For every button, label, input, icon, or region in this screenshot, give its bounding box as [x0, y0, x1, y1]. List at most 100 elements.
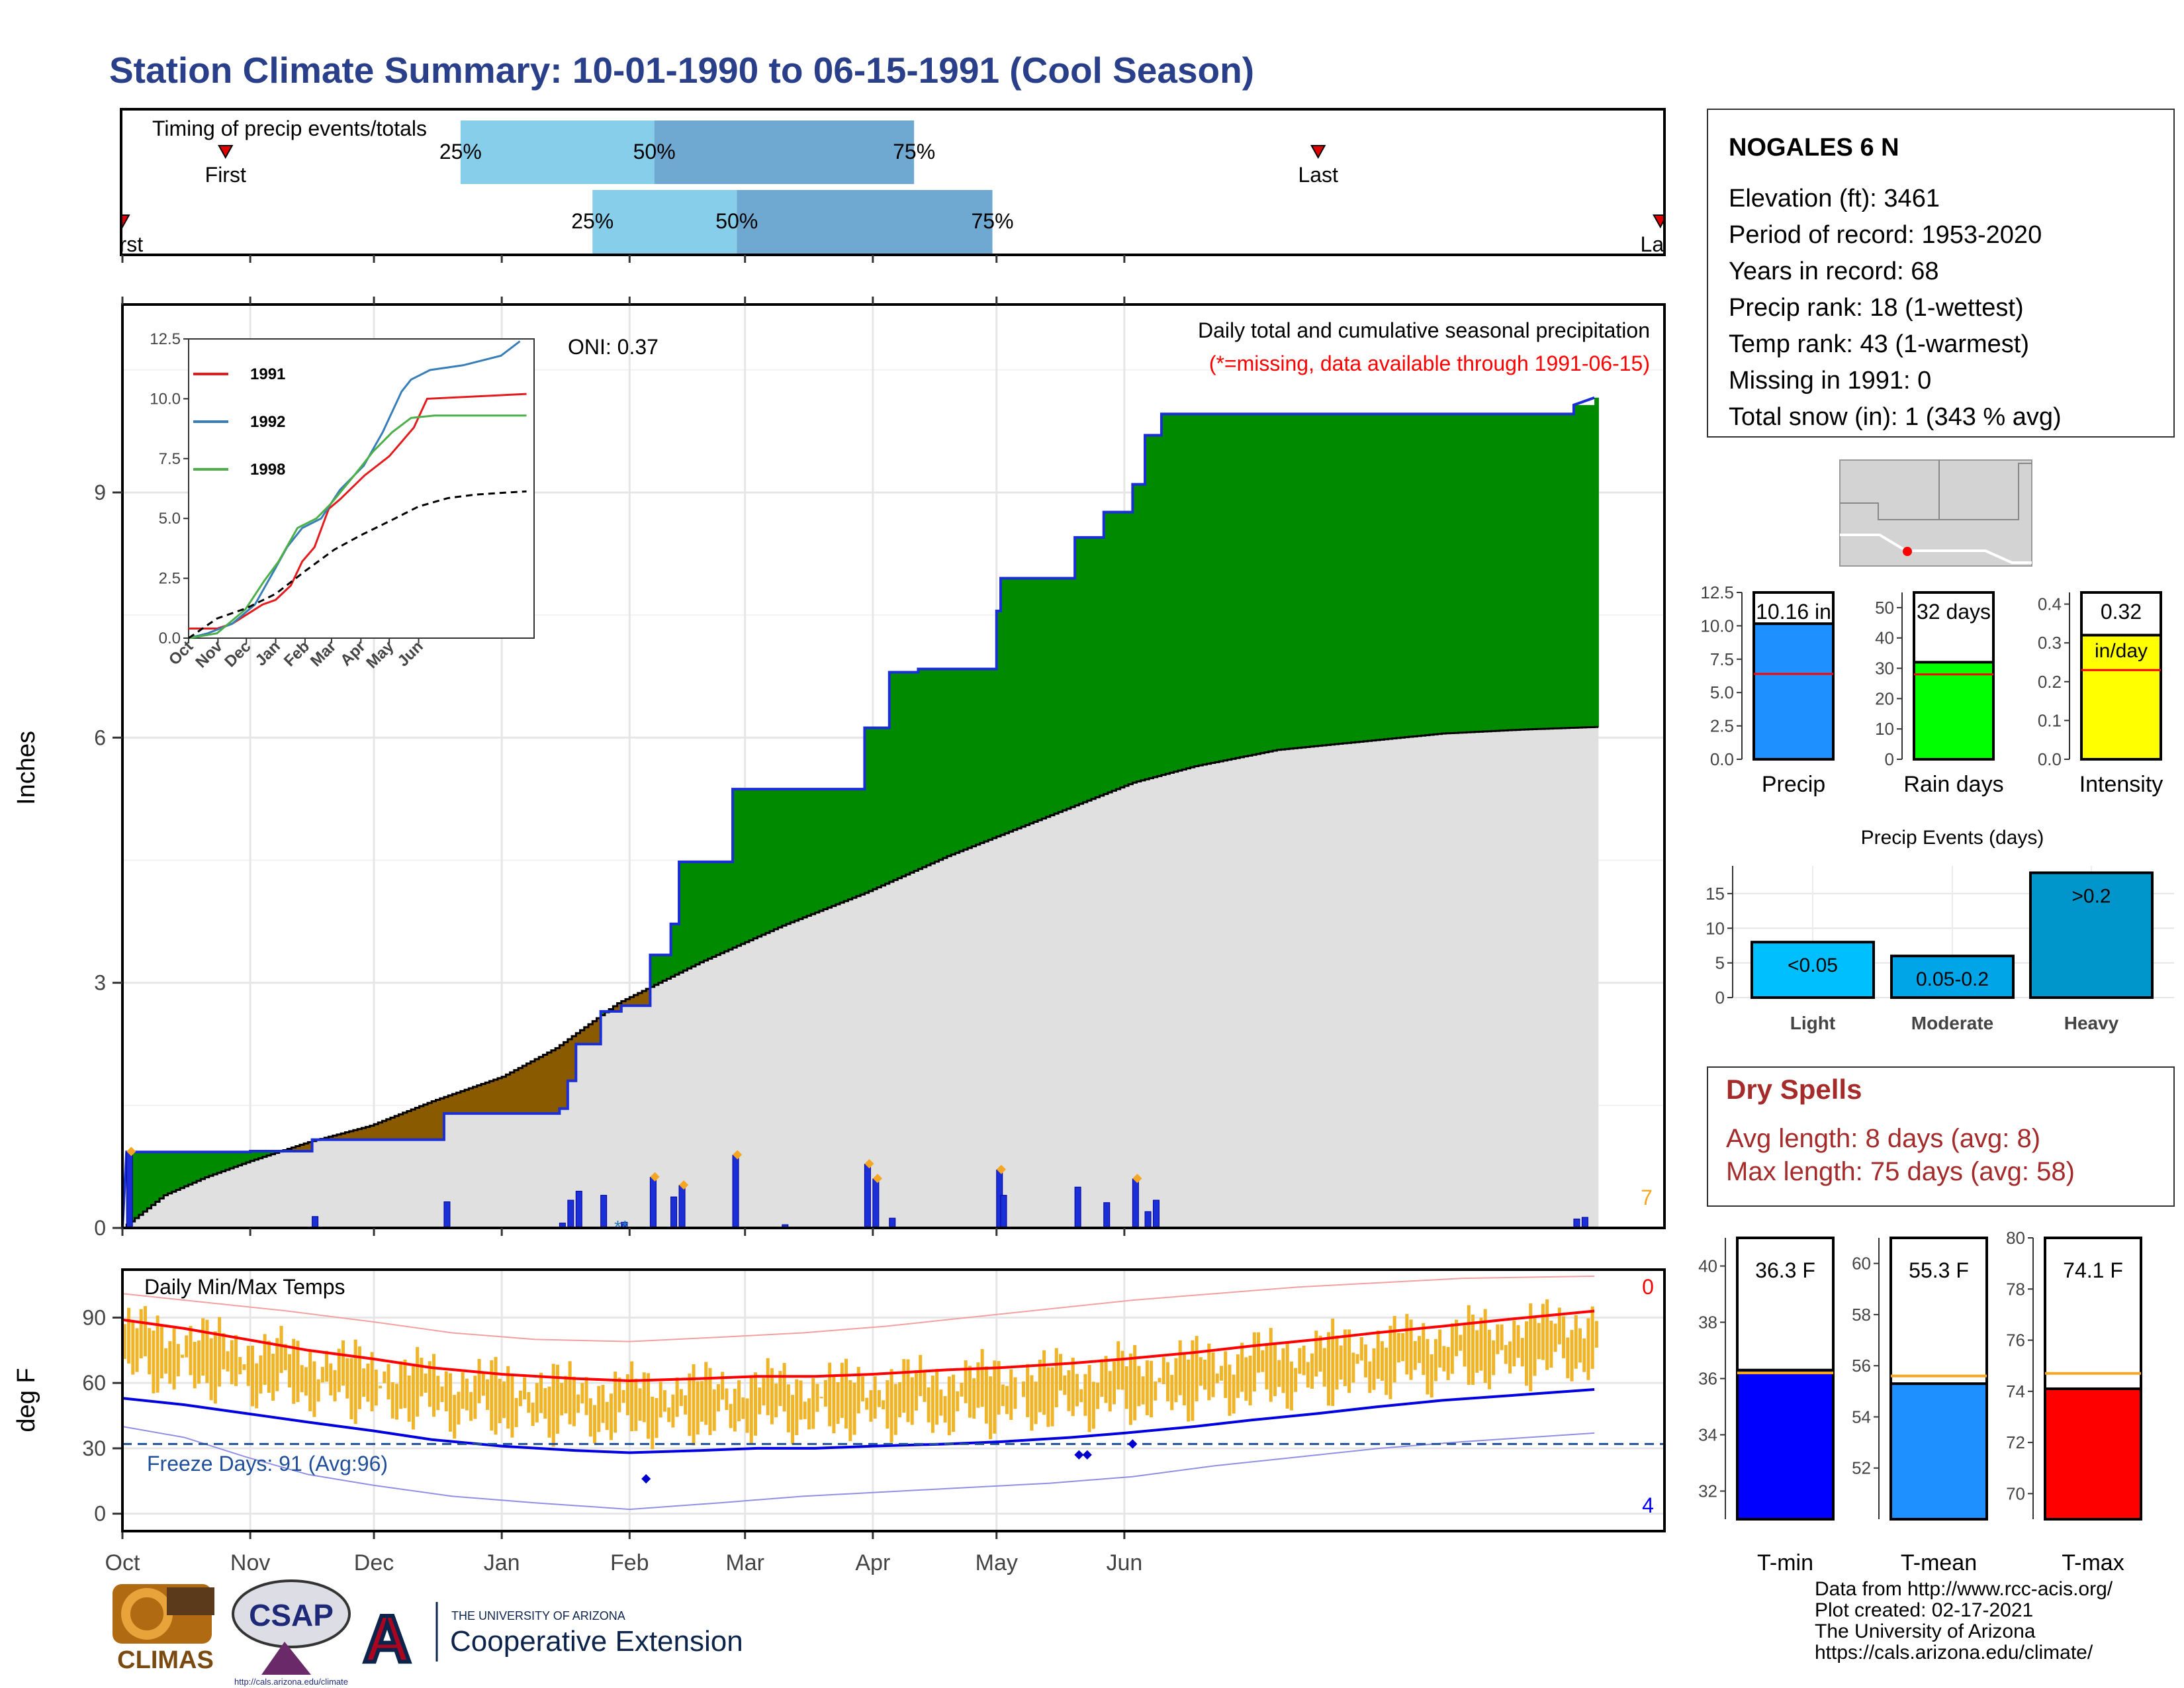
csap-url: http://cals.arizona.edu/climate: [234, 1677, 348, 1687]
surplus-area-segment: [1132, 484, 1138, 783]
surplus-area-segment: [1326, 414, 1331, 745]
daily-temp-bar: [1182, 1352, 1186, 1405]
daily-temp-bar: [1030, 1375, 1034, 1431]
deficit-area-segment: [489, 1081, 494, 1114]
surplus-area-segment: [790, 789, 796, 923]
daily-temp-bar: [1590, 1306, 1594, 1369]
surplus-area-segment: [1528, 414, 1533, 729]
daily-temp-bar: [531, 1402, 535, 1427]
surplus-area-segment: [901, 672, 907, 876]
events-bar-text-0: <0.05: [1788, 955, 1838, 976]
surplus-area-segment: [893, 672, 898, 880]
surplus-area-segment: [1343, 414, 1347, 743]
deficit-area-segment: [563, 1042, 569, 1109]
surplus-area-segment: [811, 789, 816, 914]
surplus-area-segment: [229, 1152, 234, 1168]
daily-temp-bar: [1087, 1364, 1091, 1432]
surplus-area-segment: [700, 861, 705, 962]
daily-temp-bar: [481, 1372, 485, 1396]
daily-temp-bar: [605, 1401, 609, 1430]
surplus-area-segment: [1400, 414, 1406, 738]
surplus-area-segment: [1070, 578, 1075, 808]
daily-temp-bar: [1178, 1340, 1182, 1395]
deficit-area-segment: [369, 1125, 375, 1140]
timing-last-label-1: Last: [1641, 232, 1681, 256]
summary-ytick-label-1-5: 50: [1875, 598, 1894, 618]
daily-temp-bar: [271, 1353, 275, 1401]
daily-temp-bar: [1294, 1368, 1298, 1392]
surplus-area-segment: [1029, 578, 1034, 823]
surplus-area-segment: [1586, 404, 1591, 727]
daily-temp-bar: [453, 1395, 457, 1439]
daily-temp-bar: [379, 1385, 383, 1389]
surplus-area-segment: [1495, 414, 1500, 731]
daily-temp-bar: [444, 1371, 448, 1412]
daily-temp-bar: [539, 1372, 543, 1413]
daily-temp-bar: [679, 1389, 683, 1407]
daily-precip-bar-13: [864, 1164, 871, 1229]
daily-temp-bar: [564, 1376, 568, 1414]
surplus-area-segment: [1021, 578, 1026, 827]
daily-temp-bar: [993, 1360, 997, 1434]
deficit-area-segment: [526, 1063, 531, 1114]
daily-temp-bar: [704, 1362, 708, 1425]
credit-line-3: The University of Arizona: [1815, 1620, 2036, 1642]
surplus-area-segment: [250, 1150, 255, 1161]
surplus-area-segment: [1025, 578, 1030, 825]
surplus-area-segment: [1458, 414, 1463, 733]
daily-temp-bar: [729, 1403, 733, 1429]
daily-temp-bar: [1001, 1384, 1005, 1407]
daily-temp-bar: [1364, 1344, 1368, 1378]
surplus-area-segment: [1471, 414, 1476, 732]
surplus-area-segment: [674, 923, 680, 975]
surplus-area-segment: [741, 789, 746, 945]
surplus-area-segment: [1297, 414, 1302, 748]
temp-bar-value-2: 74.1 F: [2063, 1258, 2123, 1282]
daily-temp-bar: [1355, 1354, 1359, 1364]
surplus-area-segment: [1536, 414, 1541, 729]
daily-temp-bar: [671, 1394, 675, 1428]
daily-temp-bar: [403, 1359, 407, 1409]
daily-temp-bar: [234, 1335, 238, 1386]
surplus-area-segment: [1338, 414, 1343, 744]
surplus-area-segment: [1285, 414, 1290, 749]
daily-temp-bar: [1219, 1366, 1223, 1381]
locator-map: [1839, 459, 2032, 567]
daily-temp-bar: [753, 1372, 758, 1436]
daily-temp-bar: [811, 1378, 815, 1429]
surplus-area-segment: [1479, 414, 1484, 732]
daily-temp-bar: [609, 1393, 613, 1440]
surplus-area-segment: [1087, 537, 1092, 801]
daily-temp-bar: [189, 1326, 193, 1376]
surplus-area-segment: [1594, 397, 1599, 727]
daily-temp-bar: [551, 1364, 555, 1447]
daily-temp-bar: [795, 1379, 799, 1435]
deficit-area-segment: [572, 1036, 576, 1081]
deficit-area-segment: [378, 1122, 383, 1140]
timing-band-low-0: [460, 120, 655, 184]
temp-bottom-count: 4: [1642, 1493, 1654, 1517]
surplus-area-segment: [765, 789, 770, 933]
temp-plot-background: [122, 1270, 1664, 1531]
daily-temp-bar: [457, 1391, 461, 1425]
daily-temp-bar: [1566, 1337, 1570, 1379]
daily-temp-bar: [263, 1334, 267, 1385]
surplus-area-segment: [1128, 512, 1133, 784]
daily-temp-bar: [473, 1376, 477, 1419]
deficit-area-segment: [304, 1143, 308, 1151]
surplus-area-segment: [1421, 414, 1426, 736]
surplus-area-segment: [1264, 414, 1269, 753]
daily-temp-bar: [1277, 1360, 1281, 1387]
daily-temp-bar: [667, 1407, 671, 1423]
daily-temp-bar: [1248, 1355, 1252, 1406]
daily-temp-bar: [250, 1345, 254, 1407]
surplus-area-segment: [167, 1152, 173, 1194]
surplus-area-segment: [1240, 414, 1245, 757]
daily-temp-bar: [1079, 1389, 1083, 1403]
surplus-area-segment: [143, 1152, 148, 1212]
daily-temp-bar: [1161, 1357, 1165, 1385]
daily-temp-bar: [840, 1362, 844, 1419]
daily-temp-bar: [523, 1377, 527, 1400]
daily-temp-bar: [1446, 1346, 1450, 1380]
daily-temp-bar: [1265, 1343, 1269, 1389]
